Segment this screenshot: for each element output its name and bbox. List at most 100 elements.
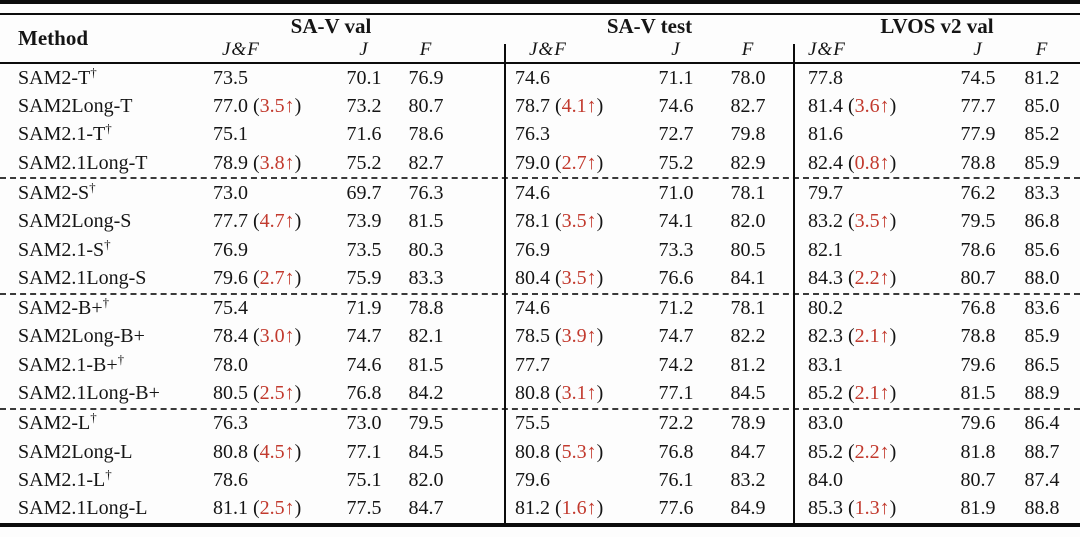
gain-paren-close: )	[294, 151, 302, 174]
gain-value: 3.0↑	[259, 325, 295, 348]
cell-j-sav-test: 74.1	[650, 210, 702, 233]
metric-value: 80.5	[213, 382, 248, 405]
metric-value: 83.6	[1024, 297, 1060, 320]
cell-jf-sav-val: 79.6 (2.7↑)	[200, 267, 338, 290]
method-name: SAM2-L	[18, 412, 91, 435]
cell-j-sav-test: 71.1	[650, 67, 702, 90]
table-row: SAM2-L† 76.3 73.0 79.5 75.5 72.2 78.9 83.0 79.6 8…	[0, 410, 1080, 438]
metric-value: 83.2	[730, 469, 766, 492]
cell-f-sav-val: 80.7	[390, 95, 462, 118]
metric-value: 71.0	[658, 181, 694, 204]
gain-paren-open: (	[550, 325, 562, 348]
method-cell: SAM2.1Long-T	[0, 152, 200, 175]
metric-value: 75.2	[346, 151, 382, 174]
metric-value: 79.6	[960, 353, 996, 376]
cell-jf-sav-val: 77.7 (4.7↑)	[200, 210, 338, 233]
cell-jf-sav-test: 75.5	[505, 412, 650, 435]
metric-value: 79.6	[213, 266, 248, 289]
cell-f-sav-val: 81.5	[390, 354, 462, 377]
gain-value: 2.1↑	[854, 325, 890, 348]
column-header-f-sav-val: F	[419, 39, 433, 60]
column-group-sav-test: SA-V test	[606, 14, 693, 38]
metric-value: 78.8	[960, 325, 996, 348]
cell-j-lvos: 80.7	[952, 267, 1004, 290]
cell-jf-lvos: 81.4 (3.6↑)	[794, 95, 952, 118]
cell-j-lvos: 81.9	[952, 497, 1004, 520]
dagger-mark: †	[90, 409, 97, 425]
metric-value: 74.6	[515, 181, 550, 204]
metric-value: 81.4	[808, 94, 843, 117]
cell-f-sav-test: 83.2	[702, 469, 794, 492]
cell-f-sav-val: 76.3	[390, 182, 462, 205]
cell-j-sav-test: 76.8	[650, 441, 702, 464]
metric-value: 79.5	[408, 412, 444, 435]
metric-value: 84.2	[408, 382, 444, 405]
metric-value: 85.3	[808, 497, 843, 520]
table-row: SAM2.1-T† 75.1 71.6 78.6 76.3 72.7 79.8 81.6 77.…	[0, 121, 1080, 149]
metric-value: 76.8	[960, 297, 996, 320]
cell-j-lvos: 78.6	[952, 239, 1004, 262]
cell-jf-lvos: 79.7	[794, 182, 952, 205]
metric-value: 79.7	[808, 181, 843, 204]
cell-j-sav-val: 73.9	[338, 210, 390, 233]
metric-value: 73.2	[346, 94, 382, 117]
method-name: SAM2-T	[18, 66, 91, 89]
cell-f-sav-val: 83.3	[390, 267, 462, 290]
gain-value: 2.1↑	[854, 382, 890, 405]
gain-paren-open: (	[550, 151, 562, 174]
dagger-mark: †	[102, 294, 110, 310]
cell-jf-sav-val: 76.3	[200, 412, 338, 435]
metric-value: 80.7	[960, 266, 996, 289]
cell-f-lvos: 86.5	[1004, 354, 1080, 377]
gain-paren-close: )	[889, 325, 897, 348]
metric-value: 76.6	[658, 266, 694, 289]
gain-paren-open: (	[843, 94, 855, 117]
cell-f-sav-test: 84.1	[702, 267, 794, 290]
cell-jf-sav-test: 80.4 (3.5↑)	[505, 267, 650, 290]
cell-jf-sav-test: 79.0 (2.7↑)	[505, 152, 650, 175]
cell-j-lvos: 78.8	[952, 325, 1004, 348]
metric-value: 78.6	[960, 238, 996, 261]
method-cell: SAM2Long-L	[0, 441, 200, 464]
gain-paren-open: (	[550, 94, 562, 117]
gain-paren-close: )	[889, 497, 897, 520]
metric-value: 81.2	[730, 353, 766, 376]
cell-j-sav-val: 74.6	[338, 354, 390, 377]
metric-value: 78.8	[960, 151, 996, 174]
method-name: SAM2Long-T	[18, 94, 133, 117]
gain-value: 3.5↑	[854, 210, 890, 233]
cell-f-lvos: 88.8	[1004, 497, 1080, 520]
method-cell: SAM2.1-S†	[0, 237, 200, 262]
cell-j-sav-test: 73.3	[650, 239, 702, 262]
cell-j-sav-test: 77.6	[650, 497, 702, 520]
cell-j-sav-test: 76.6	[650, 267, 702, 290]
gain-value: 3.6↑	[854, 94, 890, 117]
cell-j-lvos: 79.6	[952, 412, 1004, 435]
cell-jf-sav-val: 81.1 (2.5↑)	[200, 497, 338, 520]
gain-paren-close: )	[596, 210, 604, 233]
method-cell: SAM2.1-L†	[0, 467, 200, 492]
table-row: SAM2.1Long-T 78.9 (3.8↑) 75.2 82.7 79.0 (2.7…	[0, 149, 1080, 180]
metric-value: 77.7	[960, 94, 996, 117]
metric-value: 80.7	[960, 469, 996, 492]
metric-value: 73.0	[213, 181, 248, 204]
metric-value: 75.5	[515, 412, 550, 435]
top-rule-thick	[0, 0, 1080, 4]
metric-value: 77.5	[346, 497, 382, 520]
metric-value: 85.9	[1024, 151, 1060, 174]
table-row: SAM2.1-B+† 78.0 74.6 81.5 77.7 74.2 81.2 83.1 79…	[0, 351, 1080, 379]
method-cell: SAM2.1-T†	[0, 120, 200, 146]
gain-paren-open: (	[248, 94, 260, 117]
gain-paren-close: )	[294, 382, 302, 405]
cell-f-lvos: 86.8	[1004, 210, 1080, 233]
dagger-mark: †	[105, 120, 112, 136]
cell-f-sav-val: 84.5	[390, 441, 462, 464]
metric-value: 83.2	[808, 210, 843, 233]
metric-value: 78.1	[730, 297, 766, 320]
method-cell: SAM2Long-T	[0, 95, 200, 118]
metric-value: 82.1	[808, 238, 843, 261]
method-name: SAM2.1Long-B+	[18, 382, 160, 405]
gain-paren-close: )	[294, 497, 302, 520]
gain-paren-open: (	[248, 497, 260, 520]
metric-value: 76.3	[408, 181, 444, 204]
